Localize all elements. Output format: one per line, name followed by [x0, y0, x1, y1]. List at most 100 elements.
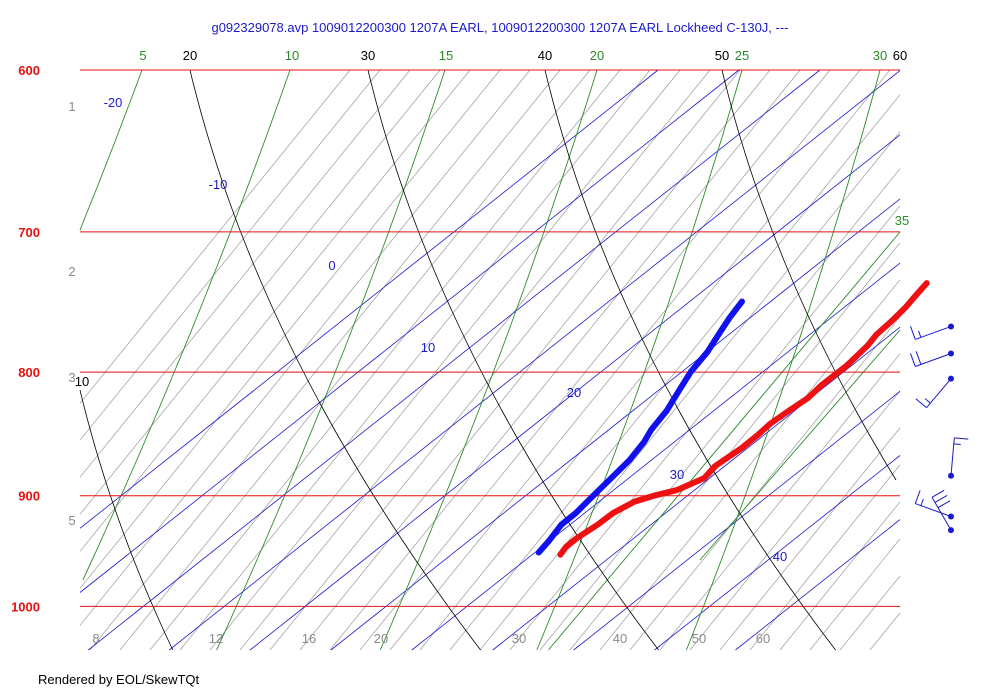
isotherm-line [249, 134, 901, 651]
isotherm-line [168, 70, 901, 651]
mixing-ratio-label: 30 [512, 631, 526, 646]
mixing-ratio-line [629, 316, 901, 651]
mixing-ratio-line [779, 501, 901, 651]
mixing-ratio-line [329, 69, 801, 651]
mixing-ratio-line [79, 69, 351, 404]
wind-barb [910, 350, 954, 367]
mixing-ratio-label: 60 [756, 631, 770, 646]
isotherm-label: 10 [421, 340, 435, 355]
pressure-label: 600 [18, 63, 40, 78]
chart-title: g092329078.avp 1009012200300 1207A EARL,… [211, 20, 788, 35]
wind-barb-flag [937, 500, 951, 509]
isotherm-line [330, 198, 901, 651]
dry-adiabat-line [79, 389, 174, 651]
height-label: 1 [68, 99, 75, 114]
mixing-ratio-line [79, 69, 501, 589]
mixing-ratio-line [419, 69, 891, 651]
isotherm-line [411, 262, 901, 651]
pressure-label: 700 [18, 225, 40, 240]
wind-barb-shaft [915, 353, 952, 367]
mixing-ratio-line [659, 353, 901, 651]
mixing-ratio-label: 50 [692, 631, 706, 646]
dewpoint-trace [535, 298, 745, 556]
moist-adiabat-line [699, 329, 901, 561]
mixing-ratio-label: 16 [302, 631, 316, 646]
wind-barb-flag [934, 495, 948, 503]
isotherm-line [79, 69, 740, 593]
mixing-ratio-line [79, 69, 471, 552]
wind-barb-shaft [950, 437, 955, 476]
wind-barb-flag [920, 498, 924, 506]
wind-barb [910, 323, 954, 340]
mixing-ratio-line [509, 168, 901, 651]
mixing-ratio-label: 12 [209, 631, 223, 646]
wind-barb-flag [953, 443, 961, 445]
wind-barb [915, 375, 954, 409]
mixing-ratio-line [389, 69, 861, 651]
moist-adiabat-line [216, 69, 446, 651]
pressure-label: 1000 [11, 599, 40, 614]
moist-adiabat-label: 10 [285, 48, 299, 63]
wind-barb-shaft [926, 378, 952, 409]
isotherm-label: 40 [773, 549, 787, 564]
mixing-ratio-line [179, 69, 651, 651]
mixing-ratio-label: 40 [613, 631, 627, 646]
isotherm-label: -20 [104, 95, 123, 110]
dry-adiabat-label: 30 [361, 48, 375, 63]
isotherm-line [573, 390, 901, 651]
mixing-ratio-line [869, 612, 901, 651]
isotherm-line [88, 69, 821, 651]
moist-adiabat-line [548, 231, 901, 651]
moist-adiabat-label: 5 [139, 48, 146, 63]
mixing-ratio-line [599, 279, 901, 651]
wind-barbs [910, 323, 969, 534]
moist-adiabat-line [536, 69, 743, 651]
wind-barb-flag [915, 351, 922, 365]
mixing-ratio-line [809, 538, 901, 651]
moist-adiabat-label: 15 [439, 48, 453, 63]
moist-adiabat-lines [79, 69, 901, 651]
wind-barb-shaft [915, 325, 952, 340]
dry-adiabat-line [721, 69, 897, 481]
moist-adiabat-label: 35 [895, 213, 909, 228]
wind-barb [914, 490, 954, 520]
mixing-ratio-line [79, 69, 381, 441]
mixing-ratio-line [149, 69, 621, 651]
dry-adiabat-label: 50 [715, 48, 729, 63]
height-label: 2 [68, 264, 75, 279]
mixing-ratio-line [89, 69, 561, 651]
isotherm-label: 30 [670, 467, 684, 482]
pressure-label: 900 [18, 489, 40, 504]
mixing-ratio-label: 20 [374, 631, 388, 646]
wind-barb-flag [918, 330, 922, 338]
moist-adiabat-line [79, 69, 143, 231]
wind-barb [931, 489, 954, 534]
wind-barb-flag [914, 490, 921, 504]
wind-barb-flag [915, 398, 927, 409]
footer-credit: Rendered by EOL/SkewTQt [38, 672, 200, 687]
moist-adiabat-line [82, 69, 291, 581]
isotherm-label: 0 [328, 258, 335, 273]
isotherm-line [735, 519, 901, 651]
wind-barb-flag [910, 353, 916, 367]
mixing-ratio-line [689, 390, 901, 651]
isotherm-line [79, 69, 659, 529]
isotherm-label: -10 [209, 177, 228, 192]
wind-barb-flag [954, 437, 969, 440]
mixing-ratio-label: 8 [92, 631, 99, 646]
mixing-ratio-line [79, 69, 411, 478]
wind-barb-flag [931, 489, 945, 498]
isotherm-label: 20 [567, 385, 581, 400]
dry-adiabat-line [367, 69, 659, 651]
isotherm-line [492, 326, 901, 651]
wind-barb-flag [924, 398, 931, 404]
mixing-ratio-line [539, 205, 901, 651]
height-label: 3 [68, 370, 75, 385]
mixing-ratio-line [359, 69, 831, 651]
mixing-ratio-line [269, 69, 741, 651]
mixing-ratio-line [719, 427, 901, 651]
mixing-ratio-line [209, 69, 681, 651]
dry-adiabat-label: 10 [75, 374, 89, 389]
